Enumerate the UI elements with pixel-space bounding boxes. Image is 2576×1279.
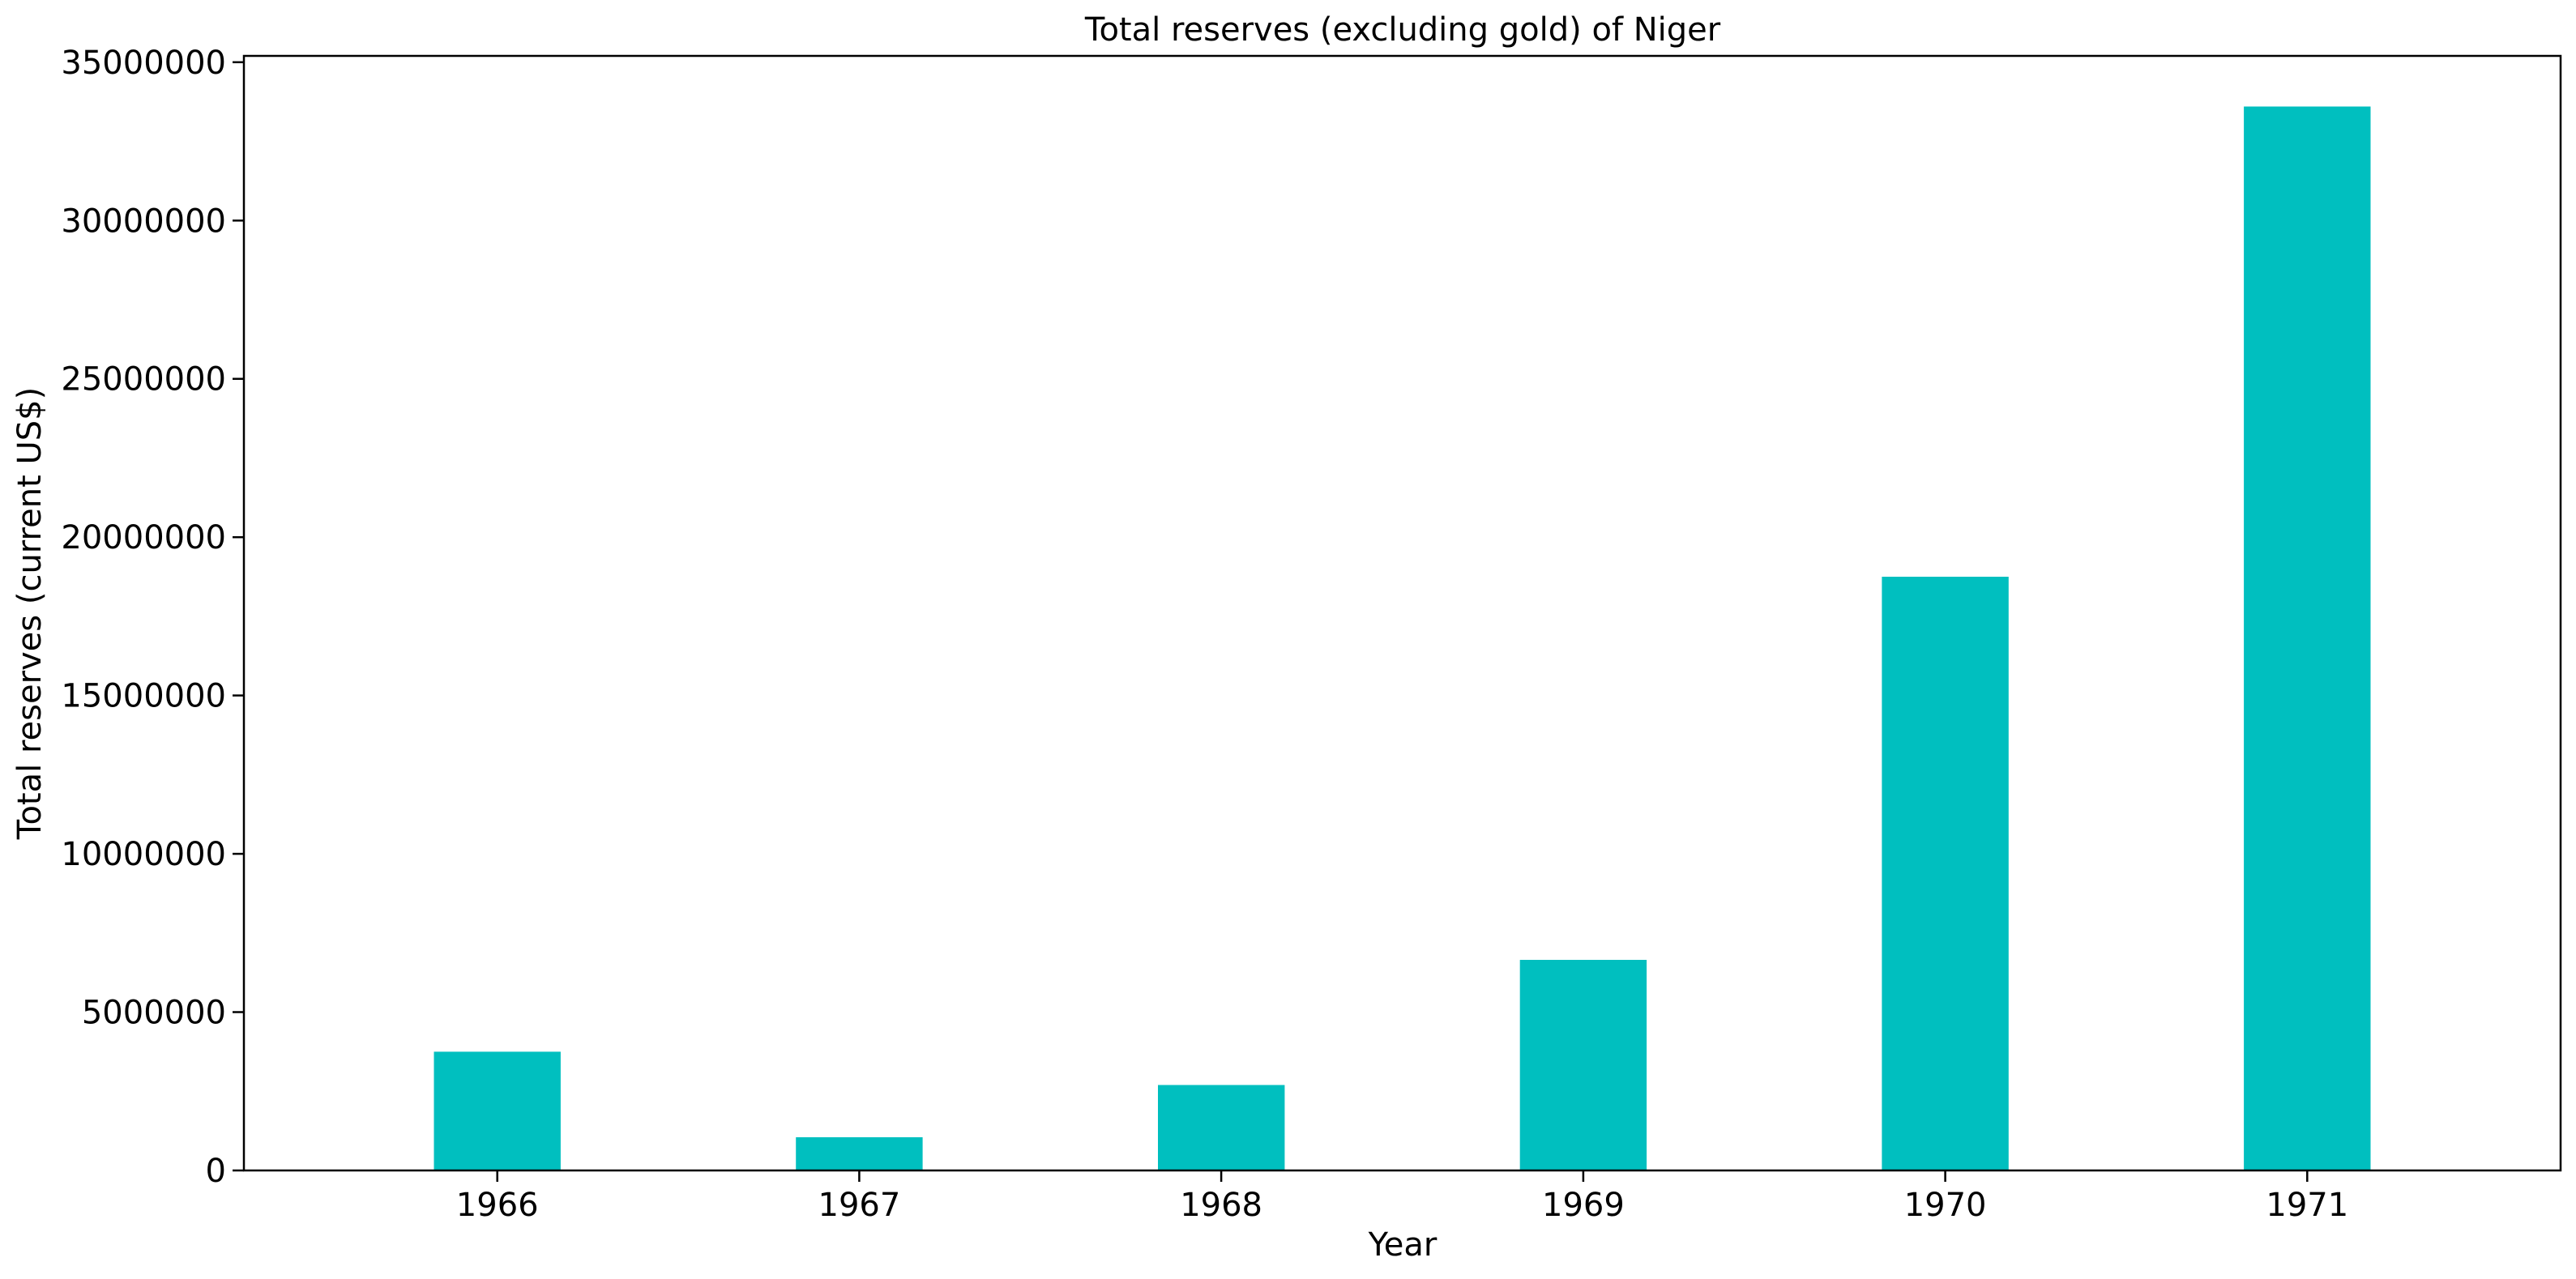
x-axis-title: Year [1368, 1226, 1438, 1264]
y-tick-label: 30000000 [61, 203, 226, 240]
y-axis-ticks: 0 5000000 10000000 15000000 20000000 25000000… [61, 45, 244, 1190]
x-axis-ticks: 1966 1967 1968 1969 1970 1971 [456, 1170, 2348, 1224]
chart-title: Total reserves (excluding gold) of Niger [1084, 11, 1721, 49]
x-tick-label: 1966 [456, 1187, 539, 1224]
bar-1966 [434, 1051, 561, 1170]
bar-1971 [2244, 106, 2371, 1170]
x-tick-label: 1968 [1180, 1187, 1262, 1224]
y-tick-label: 15000000 [61, 678, 226, 715]
y-axis-title: Total reserves (current US$) [11, 387, 49, 840]
x-tick-label: 1967 [818, 1187, 901, 1224]
x-tick-label: 1970 [1904, 1187, 1987, 1224]
y-tick-label: 20000000 [61, 519, 226, 556]
plot-frame [242, 54, 2562, 1172]
y-tick-label: 35000000 [61, 45, 226, 82]
bars-group [434, 106, 2371, 1170]
x-tick-label: 1971 [2266, 1187, 2348, 1224]
bar-1967 [796, 1137, 923, 1170]
y-tick-label: 0 [206, 1153, 226, 1190]
bar-1969 [1519, 960, 1647, 1170]
y-tick-label: 5000000 [82, 995, 226, 1032]
bar-1970 [1882, 577, 2009, 1170]
y-tick-label: 10000000 [61, 836, 226, 873]
y-tick-label: 25000000 [61, 361, 226, 399]
bar-1968 [1158, 1085, 1285, 1170]
x-tick-label: 1969 [1542, 1187, 1625, 1224]
